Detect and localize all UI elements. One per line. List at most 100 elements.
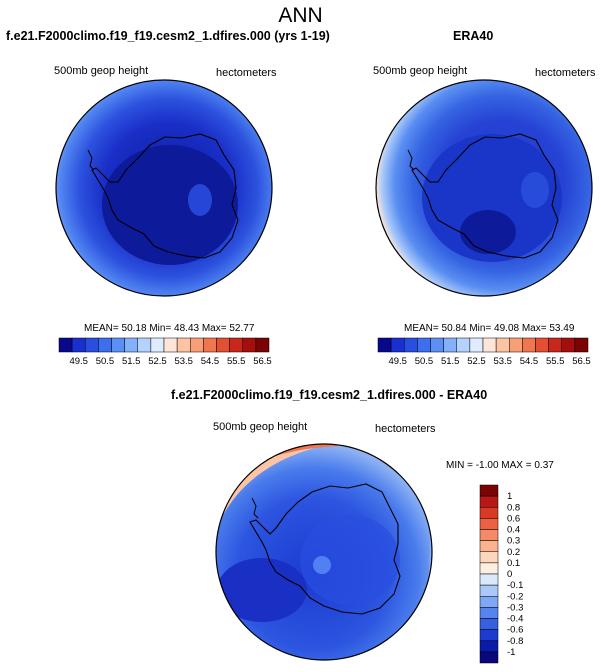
- colorbar1-tick-label: 56.5: [253, 356, 272, 367]
- colorbar3-swatch: [479, 640, 499, 653]
- colorbar3-swatch: [479, 651, 499, 664]
- colorbar3-tick-label: -0.8: [507, 636, 523, 647]
- colorbar3-tick-label: -0.1: [507, 580, 523, 591]
- colorbar1-swatch: [255, 337, 270, 353]
- colorbar2-tick-label: 52.5: [467, 356, 486, 367]
- colorbar2-swatch: [495, 337, 510, 353]
- colorbar3-tick-label: 0.3: [507, 536, 520, 547]
- colorbar1-swatch: [111, 337, 125, 353]
- colorbar1-tick-label: 54.5: [201, 356, 220, 367]
- colorbar3-tick-label: -0.6: [507, 625, 523, 636]
- colorbar2-tick-label: 49.5: [388, 356, 407, 367]
- colorbar1-swatch: [58, 337, 73, 353]
- colorbar3-swatch: [479, 540, 499, 552]
- colorbar3-tick-label: 0.6: [507, 513, 520, 524]
- colorbar-panel3: 10.80.60.40.30.20.10-0.1-0.2-0.3-0.4-0.6…: [479, 484, 523, 664]
- colorbar3-swatch: [479, 495, 499, 508]
- colorbar1-swatch: [124, 337, 138, 353]
- colorbar1-swatch: [176, 337, 191, 353]
- colorbar3-swatch: [479, 518, 499, 530]
- panel3-left-label: 500mb geop height: [213, 421, 308, 433]
- panel1-title: f.e21.F2000climo.f19_f19.cesm2_1.dfires.…: [6, 29, 330, 43]
- colorbar1-swatch: [242, 337, 257, 353]
- colorbar3-tick-label: 0: [507, 569, 512, 580]
- colorbar-panel1: 49.5 50.5 51.5 52.5 53.5 54.5 55.5 56.5: [58, 337, 272, 367]
- colorbar2-tick-label: 51.5: [441, 356, 460, 367]
- panel3-right-label: hectometers: [375, 423, 436, 435]
- colorbar1-swatch: [216, 337, 230, 353]
- colorbar2-swatch: [574, 337, 589, 353]
- colorbar1-swatch: [137, 337, 152, 353]
- colorbar3-tick-label: 0.8: [507, 502, 520, 513]
- colorbar2-tick-label: 56.5: [572, 356, 591, 367]
- colorbar3-swatch: [479, 573, 499, 586]
- colorbar2-tick-label: 54.5: [520, 356, 539, 367]
- colorbar1-tick-label: 52.5: [148, 356, 167, 367]
- colorbar2-swatch: [417, 337, 431, 353]
- colorbar2-swatch: [443, 337, 457, 353]
- colorbar2-tick-label: 55.5: [546, 356, 565, 367]
- colorbar3-tick-label: 1: [507, 491, 512, 502]
- panel2-right-label: hectometers: [535, 67, 596, 79]
- colorbar2-swatch: [377, 337, 392, 353]
- panel3-title: f.e21.F2000climo.f19_f19.cesm2_1.dfires.…: [171, 388, 488, 402]
- colorbar2-swatch: [456, 337, 471, 353]
- antarctica-coastline-2: [411, 133, 559, 259]
- colorbar1-tick-label: 55.5: [227, 356, 246, 367]
- colorbar1-tick-label: 53.5: [174, 356, 193, 367]
- colorbar2-swatch: [430, 337, 444, 353]
- colorbar2-tick-label: 50.5: [415, 356, 434, 367]
- colorbar1-swatch: [163, 337, 178, 353]
- panel2-map: [375, 79, 593, 297]
- colorbar3-tick-label: 0.2: [507, 547, 520, 558]
- colorbar1-tick-label: 51.5: [122, 356, 141, 367]
- colorbar2-swatch: [404, 337, 418, 353]
- colorbar1-swatch: [71, 337, 86, 353]
- colorbar2-swatch: [548, 337, 562, 353]
- colorbar3-swatch: [479, 529, 499, 541]
- panel2-stats: MEAN= 50.84 Min= 49.08 Max= 53.49: [404, 323, 575, 334]
- panel1-right-label: hectometers: [216, 67, 277, 79]
- colorbar2-swatch: [522, 337, 536, 353]
- colorbar3-swatch: [479, 607, 499, 619]
- panel1-left-label: 500mb geop height: [54, 65, 149, 77]
- colorbar1-swatch: [85, 337, 99, 353]
- colorbar3-swatch: [479, 484, 499, 497]
- main-title: ANN: [278, 4, 323, 27]
- colorbar3-tick-label: 0.4: [507, 525, 520, 536]
- colorbar3-tick-label: -0.3: [507, 602, 523, 613]
- panel1-stats: MEAN= 50.18 Min= 48.43 Max= 52.77: [84, 323, 255, 334]
- colorbar2-swatch: [509, 337, 523, 353]
- colorbar1-swatch: [203, 337, 217, 353]
- colorbar3-swatch: [479, 507, 499, 519]
- colorbar1-swatch: [150, 337, 165, 353]
- colorbar3-swatch: [479, 562, 499, 575]
- colorbar3-swatch: [479, 551, 499, 564]
- colorbar-panel2: 49.5 50.5 51.5 52.5 53.5 54.5 55.5 56.5: [377, 337, 591, 367]
- colorbar3-swatch: [479, 596, 499, 608]
- colorbar2-swatch: [561, 337, 576, 353]
- colorbar2-swatch: [535, 337, 549, 353]
- antarctica-coastline-1: [91, 133, 239, 259]
- colorbar1-tick-label: 49.5: [69, 356, 88, 367]
- colorbar3-swatch: [479, 584, 499, 597]
- colorbar3-tick-label: 0.1: [507, 558, 520, 569]
- colorbar1-swatch: [190, 337, 204, 353]
- colorbar1-swatch: [98, 337, 112, 353]
- colorbar3-tick-label: -0.2: [507, 591, 523, 602]
- colorbar3-swatch: [479, 618, 499, 630]
- colorbar1-swatch: [229, 337, 243, 353]
- colorbar1-tick-label: 50.5: [96, 356, 115, 367]
- colorbar3-tick-label: -0.4: [507, 614, 523, 625]
- panel2-left-label: 500mb geop height: [373, 65, 468, 77]
- colorbar2-swatch: [469, 337, 484, 353]
- colorbar3-swatch: [479, 629, 499, 641]
- colorbar3-tick-label: -1: [507, 647, 515, 658]
- antarctica-coastline-3: [249, 483, 401, 615]
- panel2-title: ERA40: [453, 29, 494, 43]
- panel1-map: [55, 79, 273, 297]
- colorbar2-swatch: [482, 337, 497, 353]
- panel3-stats: MIN = -1.00 MAX = 0.37: [446, 460, 554, 471]
- panel3-map: [215, 443, 433, 661]
